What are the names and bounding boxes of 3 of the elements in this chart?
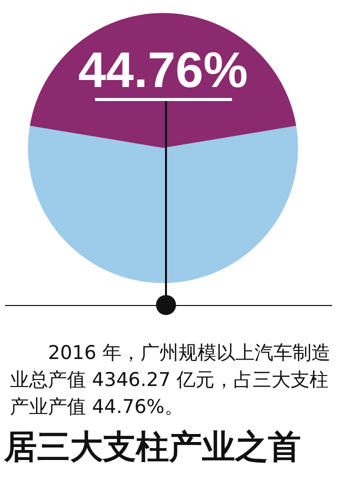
text: 居三大支柱产业之首 <box>4 426 302 468</box>
text: 2016 年，广州规模以上汽车制造业总产值 4346.27 亿元，占三大支柱产业产值 44.76%。 <box>10 341 332 420</box>
data-label: 44.76% <box>78 42 248 98</box>
